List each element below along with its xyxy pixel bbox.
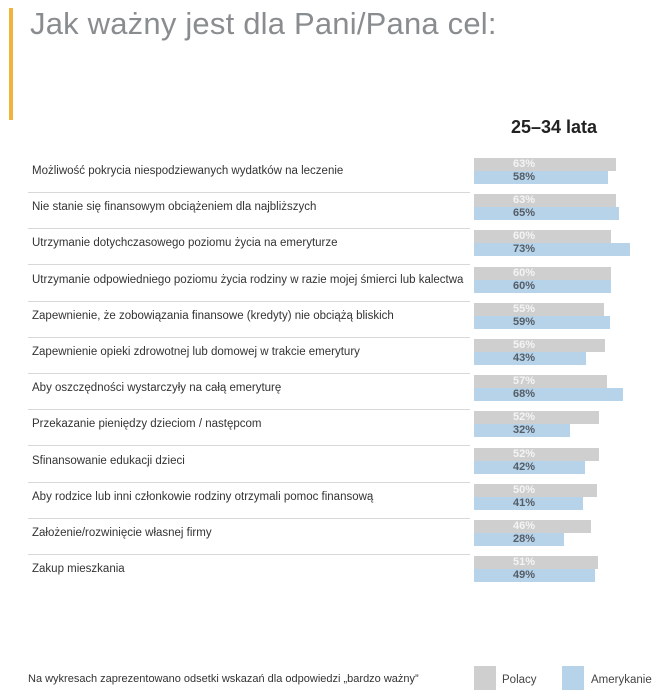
row-divider [28,192,470,193]
data-label: 41% [512,496,536,509]
data-label: 63% [512,158,536,170]
bar-polacy: 52% [474,411,600,425]
bar-polacy: 46% [474,520,591,533]
bar-amerykanie: 65% [474,207,619,221]
legend-swatch-polacy [474,666,496,690]
data-label: 68% [512,388,536,401]
row-divider [28,554,470,555]
bar-amerykanie: 32% [474,424,571,438]
data-label: 63% [512,194,536,207]
bar-polacy: 50% [474,483,597,497]
bar-amerykanie: 58% [474,171,609,184]
data-label: 60% [512,279,536,292]
bar-polacy: 56% [474,339,606,352]
data-label: 42% [512,460,536,473]
chart-title: Jak ważny jest dla Pani/Pana cel: [30,6,497,41]
category-label: Aby rodzice lub inni członkowie rodziny … [32,490,374,503]
category-label: Przekazanie pieniędzy dzieciom / następc… [32,418,262,431]
bar-polacy: 60% [474,266,612,280]
legend-label-amerykanie: Amerykanie [591,674,652,686]
bar-amerykanie: 41% [474,496,584,510]
data-label: 50% [512,483,536,496]
row-divider [28,300,470,302]
row-divider [28,445,470,447]
category-label: Zakup mieszkania [32,563,125,576]
data-label: 49% [512,569,536,582]
category-label: Nie stanie się finansowym obciążeniem dl… [32,201,317,214]
data-label: 65% [512,207,536,220]
bar-amerykanie: 60% [474,279,612,293]
row-divider [28,517,470,519]
legend-label-polacy: Polacy [502,674,537,686]
data-label: 73% [512,243,536,256]
data-label: 28% [512,533,536,545]
bar-amerykanie: 49% [474,569,596,583]
data-label: 51% [512,556,536,569]
bar-polacy: 52% [474,447,600,461]
footnote: Na wykresach zaprezentowano odsetki wska… [28,673,419,685]
row-divider [28,228,470,230]
group-label: 25–34 lata [510,117,598,137]
category-label: Założenie/rozwinięcie własnej firmy [32,527,212,539]
legend-swatch-amerykanie [562,666,584,690]
data-label: 56% [512,339,536,351]
data-label: 55% [512,302,536,315]
data-label: 59% [512,315,536,328]
data-label: 60% [512,266,536,279]
row-divider [28,264,470,266]
bar-amerykanie: 28% [474,533,565,546]
bar-amerykanie: 59% [474,315,610,329]
bar-amerykanie: 43% [474,352,587,365]
category-label: Sfinansowanie edukacji dzieci [32,454,185,467]
row-divider [28,481,470,483]
row-divider [28,409,470,411]
data-label: 52% [512,447,536,460]
bar-polacy: 55% [474,302,604,316]
data-label: 60% [512,230,536,243]
bar-amerykanie: 42% [474,460,585,474]
category-label: Utrzymanie dotychczasowego poziomu życia… [32,237,338,250]
bar-polacy: 63% [474,158,616,171]
data-label: 57% [512,375,536,388]
category-label: Możliwość pokrycia niespodziewanych wyda… [32,165,344,177]
data-label: 43% [512,352,536,364]
row-divider [28,336,470,338]
bar-amerykanie: 68% [474,388,623,402]
category-label: Zapewnienie opieki zdrowotnej lub domowe… [32,346,360,358]
accent-bar [9,8,13,120]
category-label: Aby oszczędności wystarczyły na całą eme… [32,382,282,395]
data-label: 52% [512,411,536,424]
data-label: 58% [512,171,536,183]
bar-amerykanie: 73% [474,243,631,257]
data-label: 32% [512,424,536,437]
category-label: Zapewnienie, że zobowiązania finansowe (… [32,309,394,322]
bar-polacy: 57% [474,375,607,389]
bar-polacy: 60% [474,230,612,244]
bar-polacy: 51% [474,556,598,570]
row-divider [28,373,470,374]
data-label: 46% [512,520,536,532]
bar-polacy: 63% [474,194,616,208]
category-label: Utrzymanie odpowiedniego poziomu życia r… [32,273,464,286]
